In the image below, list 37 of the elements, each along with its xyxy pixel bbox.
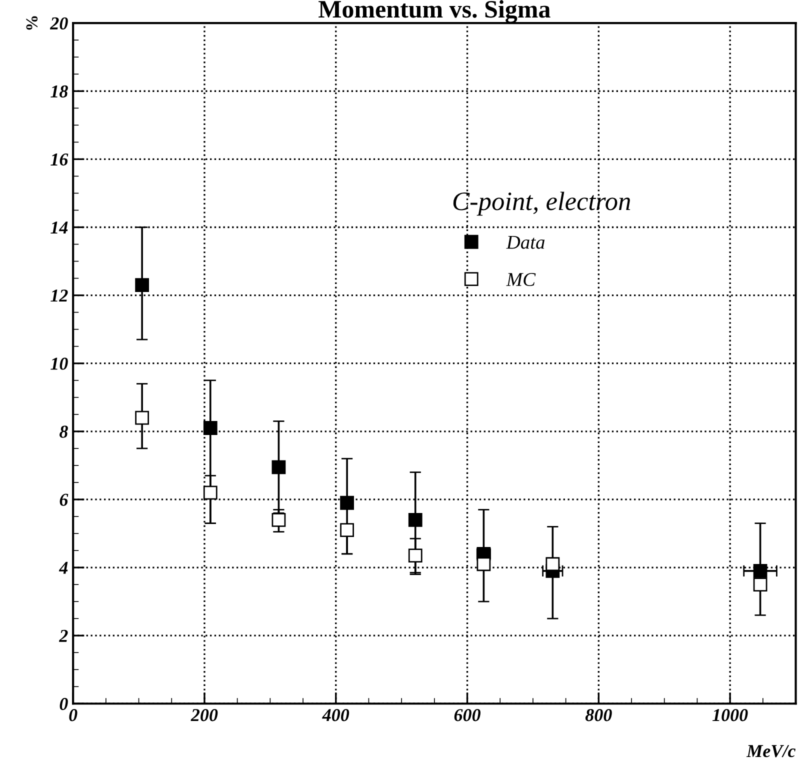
point (408, 548, 422, 563)
y-tick-label: 18 (50, 85, 68, 98)
point (408, 512, 422, 527)
x-tick-label: 1000 (712, 709, 748, 722)
y-tick-label: 16 (50, 153, 68, 166)
chart-title: Momentum vs. Sigma (318, 0, 550, 24)
point (272, 460, 286, 474)
y-tick-label: 6 (60, 494, 68, 506)
point (272, 512, 286, 527)
point (476, 557, 491, 572)
point (203, 486, 218, 500)
x-tick-label: 400 (322, 709, 350, 722)
y-tick-label: 4 (58, 562, 68, 574)
y-tick-label: 0 (60, 698, 68, 710)
x-axis-title: MeV/c (746, 745, 796, 758)
point (340, 523, 354, 538)
point (135, 278, 150, 292)
point (546, 557, 560, 572)
point (340, 496, 354, 510)
y-tick-label: 14 (50, 222, 68, 234)
y-axis-title: % (26, 16, 38, 30)
point (203, 421, 218, 435)
y-tick-label: 12 (50, 290, 68, 302)
x-tick-label: 800 (585, 709, 612, 722)
legend-label: MC (506, 272, 536, 286)
legend-label: Data (506, 236, 545, 249)
x-tick-label: 600 (454, 709, 480, 722)
x-tick-label: 200 (190, 709, 218, 722)
point (135, 410, 150, 425)
y-tick-label: 2 (58, 630, 68, 642)
y-tick-label: 8 (60, 426, 68, 438)
y-tick-label: 20 (50, 17, 68, 30)
x-tick-label: 0 (69, 709, 78, 722)
point (753, 578, 768, 592)
y-tick-label: 10 (50, 358, 68, 370)
legend-title: C-point, electron (453, 192, 630, 216)
point (753, 564, 768, 578)
